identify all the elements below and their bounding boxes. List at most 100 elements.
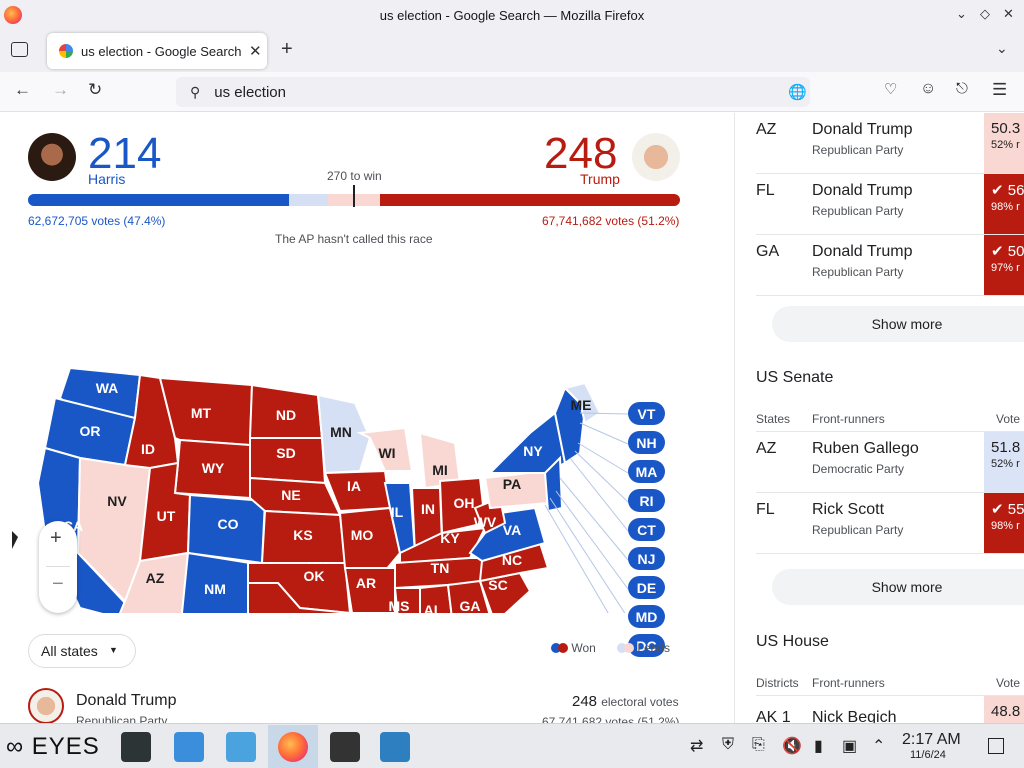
menu-icon[interactable]: ☰ (992, 80, 1008, 99)
url-input[interactable]: us election (214, 83, 286, 101)
president-row-state: FL (756, 182, 775, 199)
president-row-vote: 50.3 52% r (984, 113, 1024, 173)
firefox-logo-icon (4, 6, 22, 24)
state-mo[interactable] (338, 506, 402, 573)
zoom-out-icon[interactable]: − (52, 573, 64, 595)
folder-app-icon[interactable] (226, 732, 256, 762)
close-icon[interactable]: ✕ (1003, 6, 1014, 21)
state-ga[interactable] (446, 579, 495, 613)
legend-leads-label: Leads (637, 641, 671, 655)
us-electoral-map[interactable]: WAORCANVIDMTWYUTAZCONMNDSDNEKSOKTXMNIAMO… (0, 243, 735, 613)
terminal-app-icon[interactable] (330, 732, 360, 762)
show-desktop-icon[interactable] (988, 738, 1004, 754)
reload-icon[interactable]: ↻ (88, 80, 103, 99)
translate-icon[interactable]: 🌐 (788, 84, 807, 101)
monitor-app-icon[interactable] (380, 732, 410, 762)
state-ar[interactable] (343, 567, 396, 613)
president-row-candidate[interactable]: Donald Trump (812, 121, 913, 138)
settings-app-icon[interactable] (121, 732, 151, 762)
race-call-status: The AP hasn't called this race (275, 232, 433, 246)
state-label-va: VA (503, 522, 521, 538)
senate-row-vote: ✔ 55 98% r (984, 493, 1024, 553)
president-row[interactable]: AZ Donald Trump Republican Party 50.3 52% r (756, 113, 1024, 174)
senate-row-candidate[interactable]: Rick Scott (812, 501, 885, 518)
volume-muted-icon[interactable]: 🔇 (782, 738, 802, 755)
state-filter-dropdown[interactable]: All states ▼ (28, 634, 136, 668)
clock-time[interactable]: 2:17 AM (902, 731, 961, 748)
senate-row-candidate[interactable]: Ruben Gallego (812, 440, 919, 457)
house-row-name[interactable]: Nick Begich (812, 709, 897, 723)
rep-won-bar (380, 194, 680, 206)
result-candidate-name[interactable]: Donald Trump (76, 692, 177, 709)
firefox-taskbar-active[interactable] (268, 725, 318, 768)
state-ms[interactable] (393, 587, 421, 613)
trump-avatar (632, 133, 680, 181)
state-pill-ma[interactable]: MA (628, 460, 665, 483)
house-col-districts: Districts (756, 676, 799, 690)
tray-expand-icon[interactable]: ⌃ (872, 738, 886, 755)
senate-row-reported: 52% r (991, 458, 1020, 470)
pocket-icon[interactable]: ♡ (884, 81, 898, 98)
senate-row-party: Democratic Party (812, 462, 905, 476)
state-label-ny: NY (523, 443, 543, 459)
president-row-candidate[interactable]: Donald Trump (812, 182, 913, 199)
firefox-taskbar-icon (278, 732, 308, 762)
state-label-il: IL (391, 504, 404, 520)
senate-row[interactable]: AZ Ruben Gallego Democratic Party 51.8 52% r (756, 432, 1024, 493)
senate-row-state: FL (756, 501, 775, 518)
state-al[interactable] (419, 583, 455, 613)
tab-google-search[interactable]: us election - Google Search ✕ (47, 33, 267, 69)
president-row[interactable]: FL Donald Trump Republican Party ✔ 56 98% r (756, 174, 1024, 235)
rep-popular-votes: 67,741,682 votes (51.2%) (542, 214, 680, 228)
state-wy[interactable] (173, 438, 251, 500)
zoom-in-icon[interactable]: + (50, 527, 62, 549)
extensions-icon[interactable]: ⎋ (956, 80, 968, 97)
state-pill-de[interactable]: DE (628, 576, 665, 599)
state-pill-dc[interactable]: DC (628, 634, 665, 657)
state-pill-ct[interactable]: CT (628, 518, 665, 541)
state-new-england[interactable] (553, 386, 587, 465)
state-pill-md[interactable]: MD (628, 605, 665, 628)
show-more-president-button[interactable]: Show more (772, 306, 1024, 342)
state-pill-nj[interactable]: NJ (628, 547, 665, 570)
battery-icon[interactable]: ▮ (814, 738, 823, 755)
forward-icon[interactable]: → (52, 80, 69, 99)
senate-row-party: Republican Party (812, 523, 904, 537)
shield-icon[interactable]: ⛨ (722, 736, 735, 753)
tab-close-icon[interactable]: ✕ (249, 43, 262, 60)
network-icon[interactable]: ⇄ (690, 738, 704, 755)
maximize-icon[interactable]: ◇ (980, 6, 990, 21)
dem-won-bar (28, 194, 289, 206)
state-label-wi: WI (378, 445, 395, 461)
clipboard-icon[interactable]: ⎘ (752, 736, 765, 753)
dem-candidate-name: Harris (88, 171, 126, 187)
back-icon[interactable]: ← (14, 80, 31, 99)
state-label-mi: MI (432, 462, 448, 478)
account-icon[interactable]: ☺ (920, 80, 937, 97)
state-pill-nh[interactable]: NH (628, 431, 665, 454)
state-label-mn: MN (330, 424, 352, 440)
url-bar[interactable]: ⚲ us election 🌐 (176, 77, 810, 107)
president-row-candidate[interactable]: Donald Trump (812, 243, 913, 260)
president-row-state: AZ (756, 121, 777, 138)
president-row[interactable]: GA Donald Trump Republican Party ✔ 50 97% r (756, 235, 1024, 296)
new-tab-icon[interactable]: + (281, 38, 293, 60)
state-label-id: ID (141, 441, 155, 457)
senate-row[interactable]: FL Rick Scott Republican Party ✔ 55 98% r (756, 493, 1024, 554)
state-pill-vt[interactable]: VT (628, 402, 665, 425)
state-pill-ri[interactable]: RI (628, 489, 665, 512)
state-tx[interactable] (205, 582, 355, 613)
state-nj-md[interactable] (543, 455, 564, 513)
list-tabs-icon[interactable]: ⌄ (996, 40, 1008, 56)
result-candidate-party: Republican Party (76, 714, 168, 723)
state-wi[interactable] (356, 426, 414, 472)
state-label-me: ME (571, 397, 592, 413)
president-row-party: Republican Party (812, 143, 904, 157)
files-app-icon[interactable] (174, 732, 204, 762)
show-more-senate-button[interactable]: Show more (772, 569, 1024, 605)
display-icon[interactable]: ▣ (842, 738, 858, 755)
eyes-launcher[interactable]: ∞ EYES (6, 733, 100, 761)
minimize-icon[interactable]: ⌄ (956, 6, 967, 21)
state-nm[interactable] (180, 551, 252, 613)
tab-manager-icon[interactable] (11, 42, 28, 57)
